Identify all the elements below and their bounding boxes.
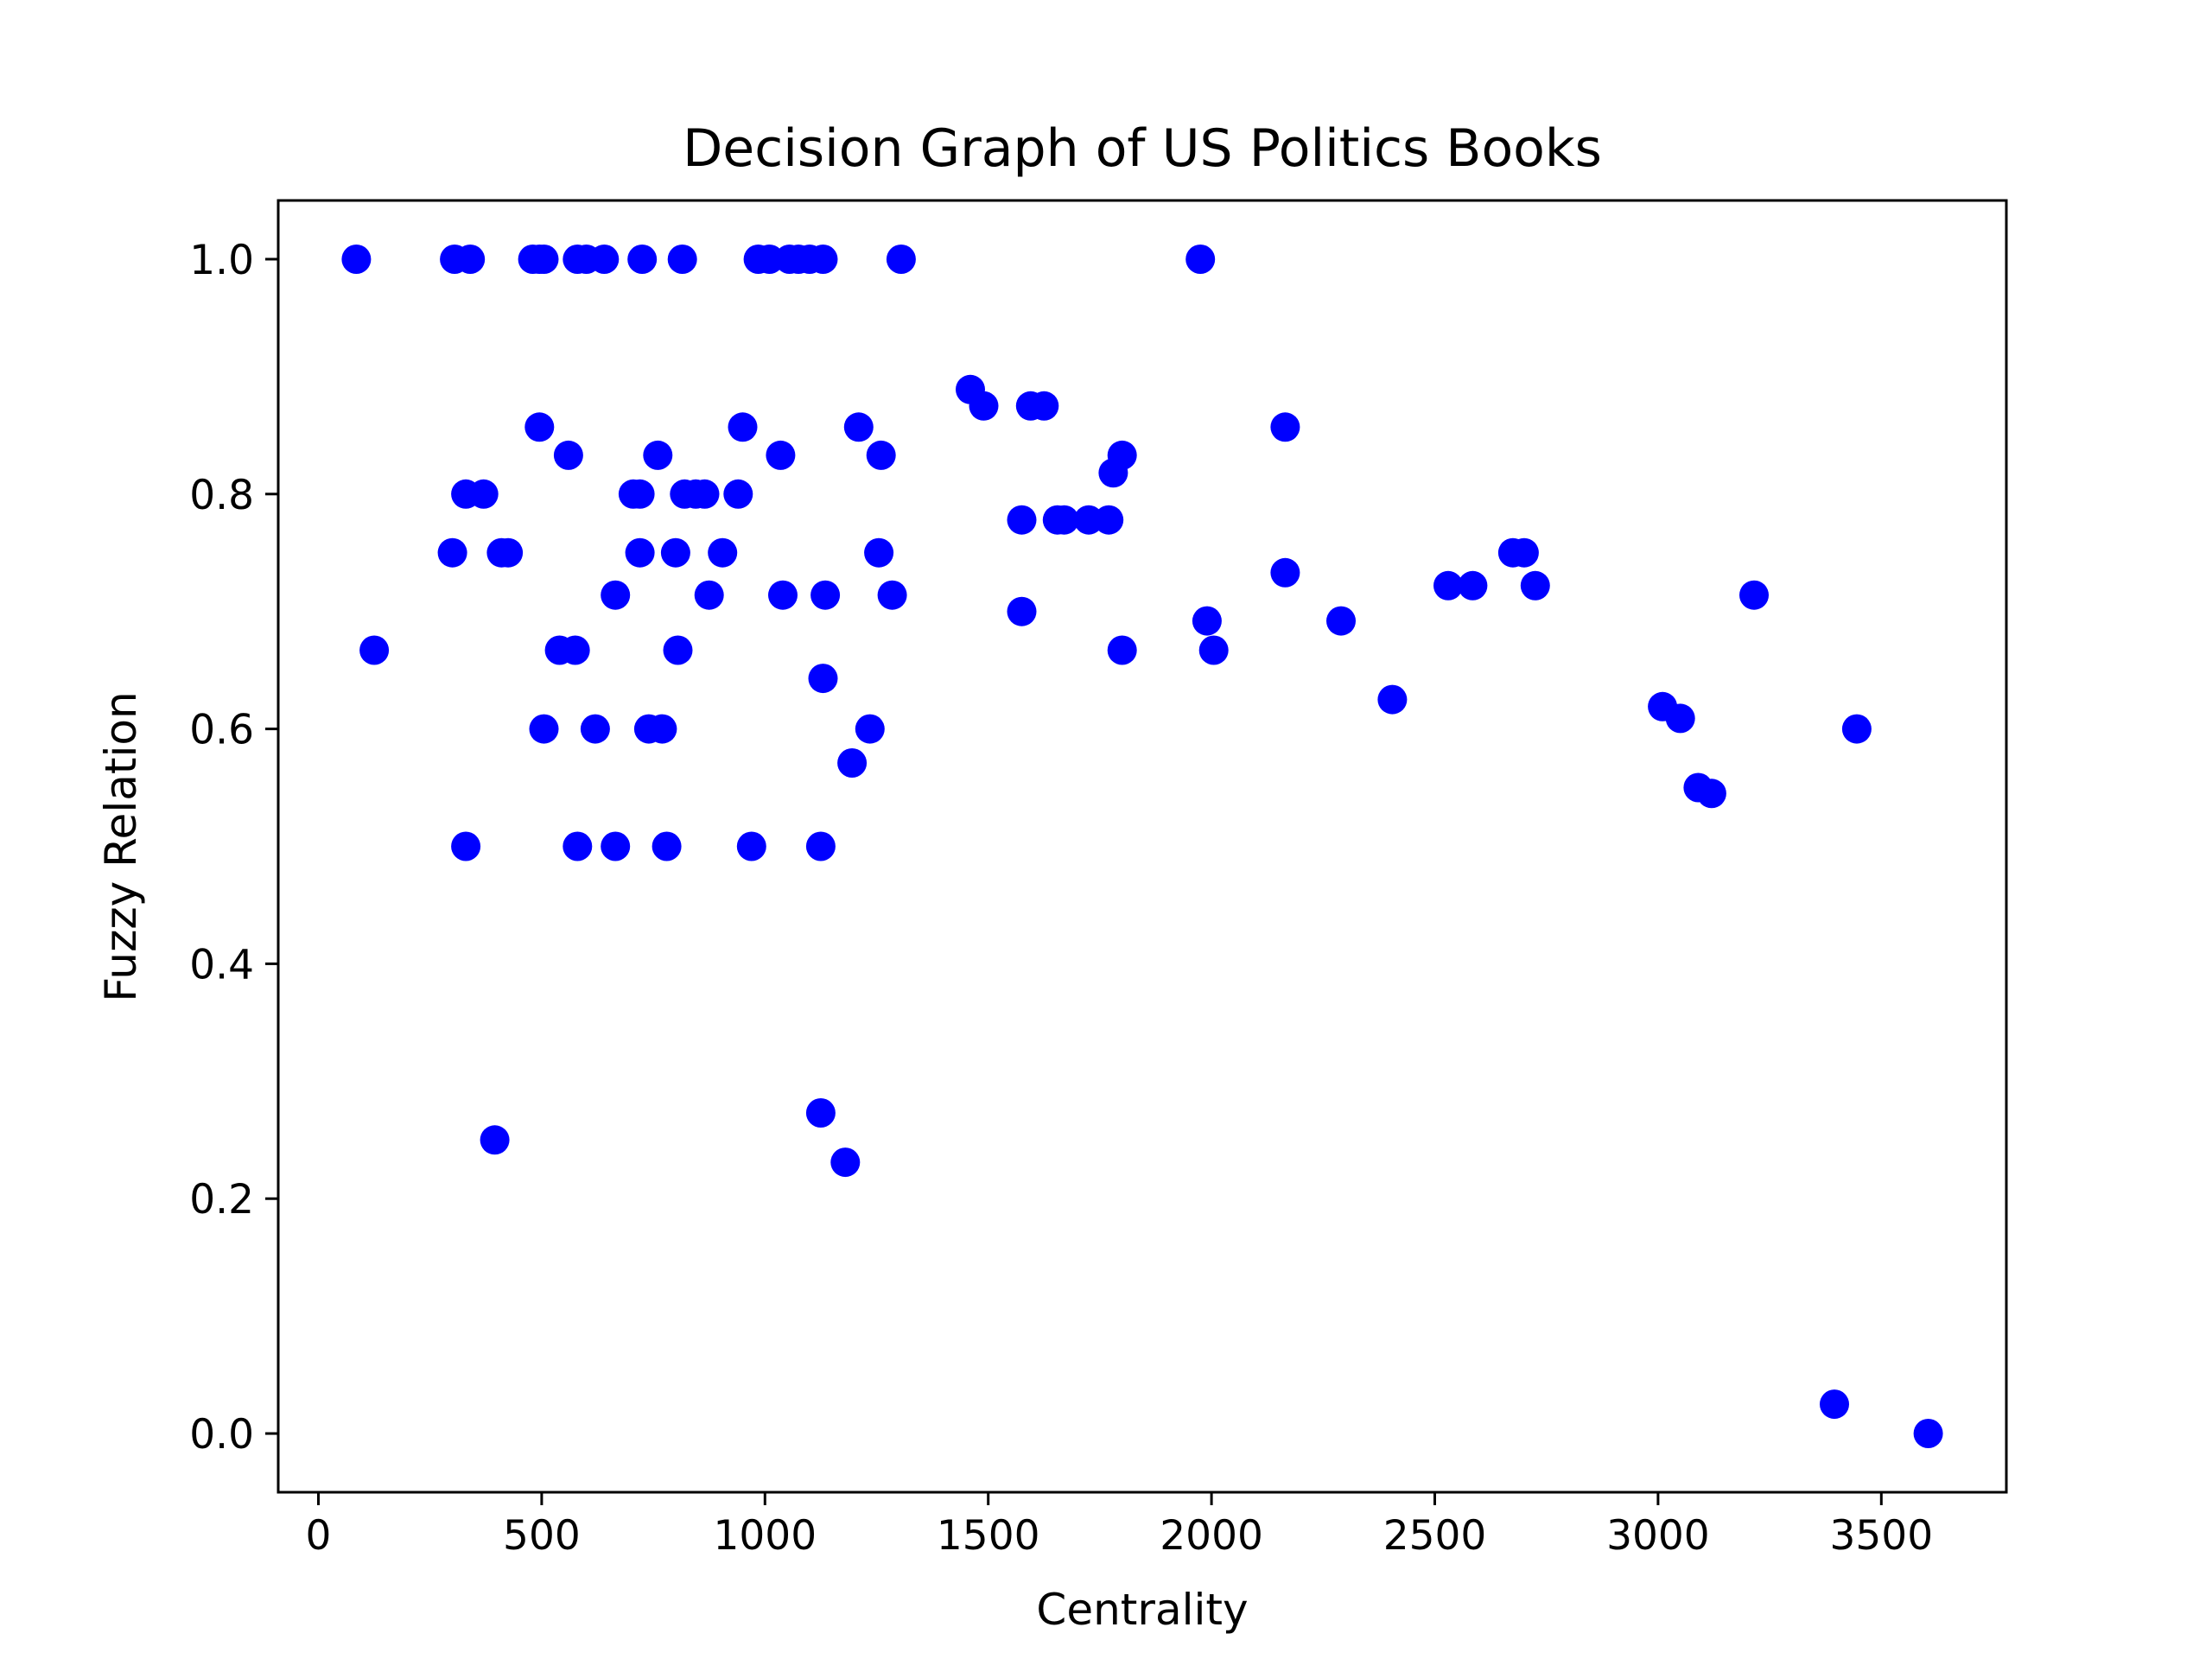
y-tick-label: 1.0 (189, 237, 254, 284)
data-point (647, 714, 677, 744)
data-point (601, 580, 631, 610)
data-point (805, 1098, 836, 1128)
data-point (1198, 635, 1229, 665)
data-point (1270, 412, 1300, 442)
data-point (451, 831, 481, 861)
data-point (437, 537, 467, 568)
data-point (580, 714, 610, 744)
data-point (808, 245, 838, 274)
data-point (663, 635, 693, 665)
data-point (359, 635, 390, 665)
data-point (1185, 245, 1216, 274)
x-axis-label: Centrality (1036, 1585, 1248, 1635)
data-point (1433, 570, 1463, 601)
data-point (468, 479, 499, 509)
y-tick-label: 0.6 (189, 707, 254, 754)
data-point (855, 714, 885, 744)
data-point (1520, 570, 1550, 601)
data-point (1820, 1389, 1849, 1420)
data-point (690, 479, 720, 509)
data-point (708, 537, 738, 568)
x-tick-label: 3500 (1829, 1512, 1933, 1560)
x-tick-label: 500 (503, 1512, 581, 1560)
x-tick-label: 2500 (1383, 1512, 1487, 1560)
x-axis-ticks: 0 500 1000 1500 2000 2500 3000 3500 (306, 1492, 1933, 1560)
y-tick-label: 0.2 (189, 1176, 254, 1224)
y-tick-label: 0.0 (189, 1411, 254, 1459)
data-point (969, 391, 999, 421)
data-point (601, 831, 631, 861)
data-point (455, 245, 486, 274)
data-point (766, 440, 796, 470)
data-point (660, 537, 690, 568)
data-point (553, 440, 583, 470)
data-point (643, 440, 673, 470)
data-point (652, 831, 682, 861)
data-point (723, 479, 753, 509)
data-point (1049, 505, 1079, 535)
data-point (830, 1147, 861, 1178)
data-point (529, 714, 559, 744)
y-axis-ticks: 0.0 0.2 0.4 0.6 0.8 1.0 (189, 237, 278, 1459)
data-point (1107, 635, 1137, 665)
y-tick-label: 0.8 (189, 472, 254, 519)
y-tick-label: 0.4 (189, 941, 254, 988)
data-point (808, 664, 838, 694)
data-point (694, 580, 724, 610)
data-point (837, 748, 868, 778)
data-point (493, 537, 524, 568)
x-tick-label: 1500 (937, 1512, 1040, 1560)
data-point (667, 245, 697, 274)
data-point (805, 831, 836, 861)
data-point (736, 831, 766, 861)
data-point (524, 412, 555, 442)
data-point (810, 580, 841, 610)
data-point (589, 245, 620, 274)
data-point (563, 831, 593, 861)
data-point (843, 412, 874, 442)
x-tick-label: 0 (306, 1512, 332, 1560)
data-point (1913, 1419, 1943, 1448)
chart-title: Decision Graph of US Politics Books (683, 118, 1602, 179)
data-point (625, 479, 655, 509)
data-point (480, 1125, 510, 1155)
data-point (1270, 557, 1300, 588)
data-point (1841, 714, 1872, 744)
data-point (625, 537, 655, 568)
points-layer (341, 245, 1943, 1448)
data-point (1094, 505, 1124, 535)
data-point (1192, 606, 1222, 636)
data-point (877, 580, 907, 610)
x-tick-label: 3000 (1606, 1512, 1710, 1560)
x-tick-label: 2000 (1160, 1512, 1263, 1560)
data-point (1696, 779, 1726, 809)
data-point (1739, 580, 1769, 610)
data-point (1377, 684, 1408, 715)
plot-frame (276, 199, 2008, 1494)
data-point (866, 440, 896, 470)
data-point (341, 245, 372, 274)
data-point (768, 580, 798, 610)
data-point (1107, 440, 1137, 470)
data-point (1458, 570, 1488, 601)
data-point (560, 635, 590, 665)
data-point (529, 245, 559, 274)
data-point (1326, 606, 1356, 636)
data-point (1029, 391, 1059, 421)
data-point (1665, 703, 1695, 734)
data-point (1007, 505, 1037, 535)
data-point (864, 537, 894, 568)
data-point (728, 412, 758, 442)
data-point (1509, 537, 1539, 568)
data-point (1007, 596, 1037, 626)
x-tick-label: 1000 (713, 1512, 817, 1560)
data-point (886, 245, 916, 274)
y-axis-label: Fuzzy Relation (96, 691, 146, 1001)
data-point (627, 245, 658, 274)
